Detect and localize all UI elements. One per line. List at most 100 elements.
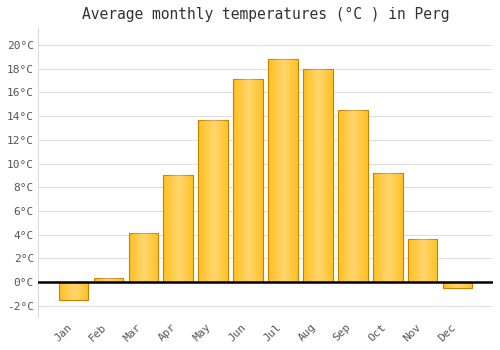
Bar [270, 59, 271, 282]
Bar [360, 110, 362, 282]
Bar [330, 69, 332, 282]
Bar [206, 120, 208, 282]
Bar [460, 282, 462, 288]
Bar [408, 239, 438, 282]
Bar [145, 233, 146, 282]
Bar [254, 79, 256, 282]
Bar [382, 173, 384, 282]
Bar [234, 79, 263, 282]
Bar [321, 69, 322, 282]
Bar [362, 110, 363, 282]
Bar [416, 239, 418, 282]
Bar [113, 278, 114, 282]
Bar [186, 175, 187, 282]
Bar [245, 79, 246, 282]
Bar [322, 69, 324, 282]
Bar [389, 173, 390, 282]
Bar [68, 282, 69, 300]
Bar [150, 233, 151, 282]
Bar [412, 239, 414, 282]
Bar [112, 278, 113, 282]
Bar [260, 79, 262, 282]
Bar [304, 69, 306, 282]
Bar [216, 120, 218, 282]
Bar [148, 233, 150, 282]
Bar [326, 69, 327, 282]
Bar [170, 175, 171, 282]
Bar [290, 59, 292, 282]
Bar [128, 233, 130, 282]
Bar [308, 69, 309, 282]
Bar [390, 173, 392, 282]
Bar [347, 110, 348, 282]
Bar [352, 110, 353, 282]
Bar [428, 239, 430, 282]
Bar [453, 282, 454, 288]
Bar [320, 69, 321, 282]
Bar [101, 278, 102, 282]
Bar [168, 175, 170, 282]
Bar [310, 69, 312, 282]
Bar [309, 69, 310, 282]
Bar [142, 233, 144, 282]
Title: Average monthly temperatures (°C ) in Perg: Average monthly temperatures (°C ) in Pe… [82, 7, 450, 22]
Bar [72, 282, 74, 300]
Bar [180, 175, 182, 282]
Bar [380, 173, 382, 282]
Bar [210, 120, 212, 282]
Bar [277, 59, 278, 282]
Bar [64, 282, 66, 300]
Bar [373, 173, 374, 282]
Bar [348, 110, 350, 282]
Bar [106, 278, 107, 282]
Bar [188, 175, 190, 282]
Bar [379, 173, 380, 282]
Bar [140, 233, 142, 282]
Bar [177, 175, 178, 282]
Bar [388, 173, 389, 282]
Bar [384, 173, 385, 282]
Bar [426, 239, 427, 282]
Bar [465, 282, 466, 288]
Bar [178, 175, 180, 282]
Bar [203, 120, 204, 282]
Bar [314, 69, 315, 282]
Bar [218, 120, 219, 282]
Bar [454, 282, 456, 288]
Bar [250, 79, 251, 282]
Bar [450, 282, 452, 288]
Bar [104, 278, 106, 282]
Bar [138, 233, 139, 282]
Bar [385, 173, 386, 282]
Bar [286, 59, 288, 282]
Bar [464, 282, 465, 288]
Bar [239, 79, 240, 282]
Bar [284, 59, 286, 282]
Bar [59, 282, 88, 300]
Bar [408, 239, 410, 282]
Bar [446, 282, 447, 288]
Bar [373, 173, 402, 282]
Bar [164, 175, 165, 282]
Bar [184, 175, 186, 282]
Bar [303, 69, 333, 282]
Bar [276, 59, 277, 282]
Bar [366, 110, 368, 282]
Bar [240, 79, 242, 282]
Bar [78, 282, 80, 300]
Bar [139, 233, 140, 282]
Bar [442, 282, 472, 288]
Bar [174, 175, 176, 282]
Bar [251, 79, 252, 282]
Bar [252, 79, 254, 282]
Bar [95, 278, 96, 282]
Bar [398, 173, 400, 282]
Bar [74, 282, 75, 300]
Bar [107, 278, 108, 282]
Bar [296, 59, 298, 282]
Bar [432, 239, 433, 282]
Bar [69, 282, 70, 300]
Bar [346, 110, 347, 282]
Bar [272, 59, 274, 282]
Bar [242, 79, 244, 282]
